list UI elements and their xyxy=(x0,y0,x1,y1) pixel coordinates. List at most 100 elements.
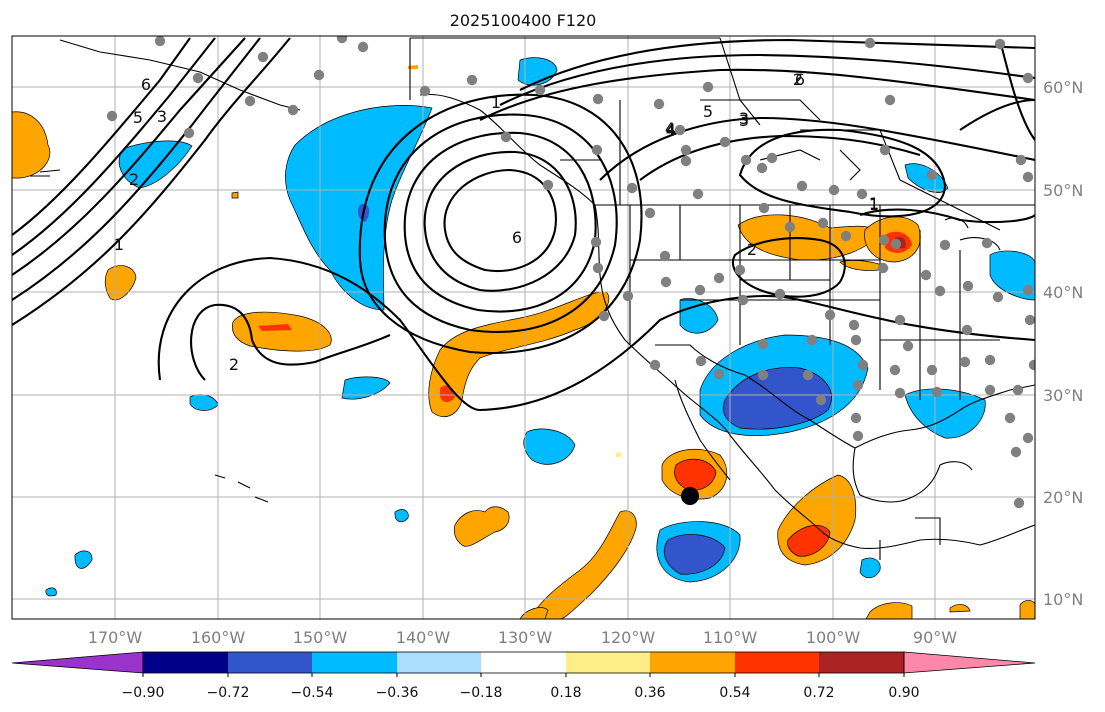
longitude-label: 160°W xyxy=(191,628,246,647)
colorbar-segment xyxy=(819,652,904,673)
station-dot xyxy=(598,310,610,322)
colorbar-tick-label: −0.18 xyxy=(460,685,503,701)
station-dot xyxy=(244,95,256,107)
station-dot xyxy=(824,309,836,321)
station-dot xyxy=(313,69,325,81)
station-dot xyxy=(500,131,512,143)
contour-label: 2 xyxy=(129,170,139,189)
station-dot xyxy=(534,84,546,96)
longitude-label: 110°W xyxy=(703,628,758,647)
station-dot xyxy=(542,179,554,191)
station-markers xyxy=(106,36,1035,509)
station-dot xyxy=(931,386,943,398)
station-dot xyxy=(336,36,348,44)
station-dot xyxy=(719,136,731,148)
contour-label: 5 xyxy=(703,102,713,121)
station-dot xyxy=(713,272,725,284)
station-dot xyxy=(740,154,752,166)
station-dot xyxy=(852,430,864,442)
longitude-label: 140°W xyxy=(396,628,451,647)
map-title: 2025100400 F120 xyxy=(450,11,597,30)
station-dot xyxy=(852,379,864,391)
longitude-label: 170°W xyxy=(88,628,143,647)
contour-label: 2 xyxy=(229,355,239,374)
station-dot xyxy=(920,269,932,281)
station-dot xyxy=(806,334,818,346)
station-dot xyxy=(939,239,951,251)
station-dot xyxy=(981,237,993,249)
station-dot xyxy=(592,262,604,274)
contour-label: 4 xyxy=(666,121,676,140)
colorbar-extend-high xyxy=(903,651,1036,674)
station-dot xyxy=(926,364,938,376)
colorbar-tick-label: 0.18 xyxy=(550,685,581,701)
contour-label: 1 xyxy=(114,235,124,254)
station-dot xyxy=(984,354,996,366)
station-dot xyxy=(737,294,749,306)
colorbar xyxy=(11,651,1036,674)
station-dot xyxy=(649,359,661,371)
longitude-label: 100°W xyxy=(806,628,861,647)
colorbar-segment xyxy=(143,652,228,673)
station-dot xyxy=(802,369,814,381)
colorbar-tick-label: 0.90 xyxy=(888,685,919,701)
contour-label: 1 xyxy=(491,93,501,112)
station-dot xyxy=(992,291,1004,303)
colorbar-segment xyxy=(312,652,397,673)
station-dot xyxy=(660,276,672,288)
station-dot xyxy=(815,394,827,406)
contour-label: 5 xyxy=(133,108,143,127)
latitude-label: 60°N xyxy=(1043,78,1083,97)
colorbar-tick-label: −0.72 xyxy=(207,685,250,701)
station-dot xyxy=(1028,359,1035,371)
colorbar-tick-labels: −0.90 −0.72 −0.54 −0.36 −0.18 0.18 0.36 0.54 0.7… xyxy=(122,673,920,701)
latitude-label: 10°N xyxy=(1043,590,1083,609)
longitude-label: 130°W xyxy=(498,628,553,647)
contour-label: 6 xyxy=(141,75,151,94)
colorbar-segment xyxy=(650,652,735,673)
station-dot xyxy=(257,51,269,63)
contour-label: 6 xyxy=(512,228,522,247)
station-dot xyxy=(856,188,868,200)
colorbar-segment xyxy=(735,652,819,673)
station-dot xyxy=(850,334,862,346)
station-dot xyxy=(1022,171,1034,183)
station-dot xyxy=(626,182,638,194)
station-dot xyxy=(878,234,890,246)
station-dot xyxy=(884,94,896,106)
station-dot xyxy=(1004,412,1016,424)
station-dot xyxy=(419,85,431,97)
station-dot xyxy=(692,188,704,200)
latitude-label: 20°N xyxy=(1043,488,1083,507)
station-dot xyxy=(644,207,656,219)
contour-label: 4 xyxy=(666,120,676,139)
colorbar-segment xyxy=(566,652,650,673)
station-dot xyxy=(357,41,369,53)
storm-center-marker xyxy=(681,487,699,505)
station-dot xyxy=(674,124,686,136)
contour-label: 1 xyxy=(869,194,879,213)
colorbar-tick-label: −0.54 xyxy=(291,685,334,701)
station-dot xyxy=(1010,446,1022,458)
colorbar-outline xyxy=(142,651,905,674)
graticule xyxy=(12,36,1035,619)
station-dot xyxy=(890,238,902,250)
colorbar-segment xyxy=(397,652,481,673)
station-dot xyxy=(592,93,604,105)
station-dot xyxy=(961,324,973,336)
station-dot xyxy=(926,169,938,181)
colorbar-tick-label: −0.90 xyxy=(122,685,165,701)
station-dot xyxy=(994,38,1006,50)
station-dot xyxy=(1024,314,1035,326)
station-dot xyxy=(1022,284,1034,296)
contour-label: 1 xyxy=(869,195,879,214)
station-dot xyxy=(183,127,195,139)
station-dot xyxy=(879,144,891,156)
station-dot xyxy=(757,369,769,381)
station-dot xyxy=(659,250,671,262)
contour-label: 4 xyxy=(665,119,675,138)
station-dot xyxy=(591,144,603,156)
station-dot xyxy=(192,72,204,84)
